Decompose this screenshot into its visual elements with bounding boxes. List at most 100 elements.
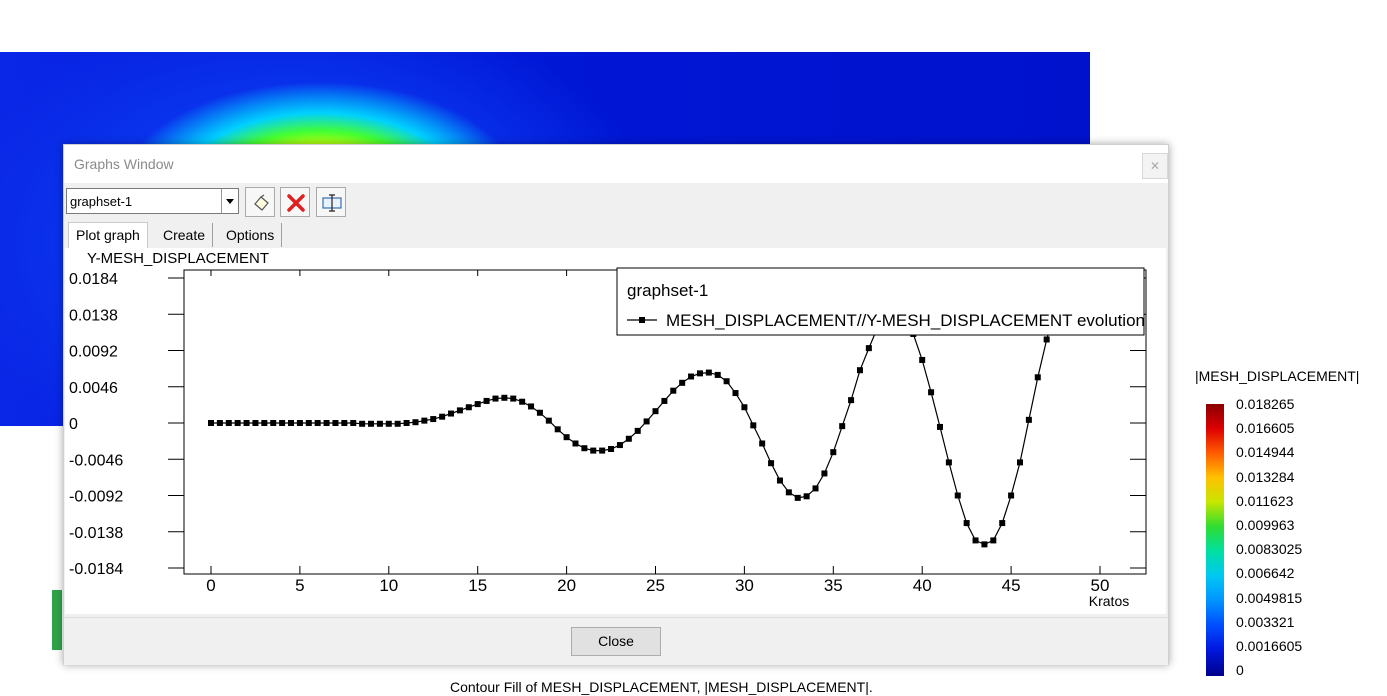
data-point bbox=[990, 537, 997, 544]
x-tick-label: 40 bbox=[913, 576, 932, 595]
data-point bbox=[288, 420, 295, 426]
data-point bbox=[830, 449, 837, 456]
data-point bbox=[456, 407, 463, 414]
data-point bbox=[341, 420, 348, 426]
data-point bbox=[225, 420, 232, 426]
data-point bbox=[305, 420, 312, 426]
data-point bbox=[368, 420, 375, 427]
data-point bbox=[954, 492, 961, 499]
data-point bbox=[563, 434, 570, 441]
y-axis-label: Y-MESH_DISPLACEMENT bbox=[87, 250, 269, 267]
data-point bbox=[412, 419, 419, 426]
data-point bbox=[394, 420, 401, 427]
data-point bbox=[625, 435, 632, 442]
x-tick-label: 15 bbox=[468, 576, 487, 595]
data-point bbox=[501, 394, 508, 401]
data-point bbox=[714, 371, 721, 378]
new-graphset-button[interactable] bbox=[245, 187, 275, 217]
data-point bbox=[359, 420, 366, 427]
data-point bbox=[492, 395, 499, 402]
contour-legend-value: 0.014944 bbox=[1236, 444, 1295, 461]
data-point bbox=[750, 422, 757, 429]
data-point bbox=[696, 370, 703, 377]
data-point bbox=[216, 420, 223, 426]
data-point bbox=[581, 445, 588, 452]
data-point bbox=[936, 423, 943, 430]
data-point bbox=[519, 398, 526, 405]
x-tick-label: 50 bbox=[1091, 576, 1110, 595]
tab-create[interactable]: Create bbox=[156, 223, 214, 247]
rename-graphset-button[interactable] bbox=[316, 187, 346, 217]
data-point bbox=[865, 345, 872, 352]
new-graphset-icon bbox=[254, 194, 269, 211]
data-point bbox=[634, 427, 641, 434]
chart-legend-title: graphset-1 bbox=[627, 281, 708, 300]
contour-legend-value: 0.011623 bbox=[1236, 492, 1294, 509]
contour-caption: Contour Fill of MESH_DISPLACEMENT, |MESH… bbox=[450, 679, 873, 695]
data-point bbox=[919, 356, 926, 363]
window-titlebar[interactable]: Graphs Window ✕ bbox=[64, 145, 1168, 183]
y-tick-label: -0.0046 bbox=[69, 452, 123, 469]
data-point bbox=[385, 420, 392, 427]
data-point bbox=[741, 404, 748, 411]
x-axis-label: Kratos bbox=[1089, 593, 1129, 609]
data-point bbox=[332, 420, 339, 426]
y-tick-label: 0 bbox=[69, 416, 78, 433]
data-point bbox=[296, 420, 303, 426]
plot-area: Y-MESH_DISPLACEMENT 0.0184 0.0138 0.0092 0.0… bbox=[65, 248, 1166, 614]
tab-options[interactable]: Options bbox=[219, 223, 283, 247]
data-point bbox=[608, 446, 615, 453]
data-point bbox=[483, 397, 490, 404]
x-tick-label: 25 bbox=[646, 576, 665, 595]
x-tick-label: 10 bbox=[379, 576, 398, 595]
data-point bbox=[528, 403, 535, 410]
data-point bbox=[270, 420, 277, 426]
data-point bbox=[1008, 492, 1015, 499]
data-point bbox=[261, 420, 268, 426]
data-point bbox=[652, 408, 659, 415]
data-point bbox=[723, 378, 730, 385]
chart-legend-entry: MESH_DISPLACEMENT//Y-MESH_DISPLACEMENT e… bbox=[666, 311, 1145, 330]
data-point bbox=[928, 389, 935, 396]
data-point bbox=[350, 420, 357, 426]
data-point bbox=[812, 485, 819, 492]
contour-legend-value: 0 bbox=[1236, 662, 1244, 679]
data-point bbox=[252, 420, 259, 426]
data-point bbox=[1016, 459, 1023, 466]
data-point bbox=[376, 420, 383, 427]
close-button[interactable]: Close bbox=[571, 627, 661, 656]
data-point bbox=[821, 470, 828, 477]
data-point bbox=[963, 520, 970, 527]
legend-marker-sample bbox=[639, 317, 645, 323]
x-tick-label: 30 bbox=[735, 576, 754, 595]
y-tick-label: 0.0138 bbox=[69, 307, 118, 324]
graphset-dropdown[interactable]: graphset-1 bbox=[66, 188, 239, 214]
tab-plot-graph[interactable]: Plot graph bbox=[68, 222, 148, 248]
data-point bbox=[856, 367, 863, 374]
contour-legend-value: 0.013284 bbox=[1236, 468, 1295, 485]
data-point bbox=[208, 420, 214, 426]
y-tick-label: 0.0046 bbox=[69, 380, 118, 397]
close-icon[interactable]: ✕ bbox=[1142, 153, 1168, 179]
y-tick-label: 0.0092 bbox=[69, 344, 118, 361]
data-point bbox=[776, 477, 783, 484]
data-point bbox=[323, 420, 330, 426]
data-point bbox=[981, 541, 988, 548]
data-point bbox=[1043, 336, 1050, 343]
data-point bbox=[439, 413, 446, 420]
delete-graphset-button[interactable] bbox=[280, 187, 310, 217]
data-point bbox=[474, 401, 481, 408]
contour-legend-value: 0.003321 bbox=[1236, 613, 1295, 630]
data-point bbox=[448, 410, 455, 417]
x-tick-label: 5 bbox=[295, 576, 304, 595]
chevron-down-icon[interactable] bbox=[221, 189, 238, 213]
data-point bbox=[803, 493, 810, 500]
graphset-dropdown-value: graphset-1 bbox=[70, 194, 133, 209]
data-point bbox=[999, 520, 1006, 527]
data-point bbox=[554, 426, 561, 433]
contour-legend-value: 0.009963 bbox=[1236, 517, 1295, 533]
data-point bbox=[510, 395, 517, 402]
data-point bbox=[643, 418, 650, 425]
data-point bbox=[314, 420, 321, 426]
data-point bbox=[661, 397, 668, 404]
